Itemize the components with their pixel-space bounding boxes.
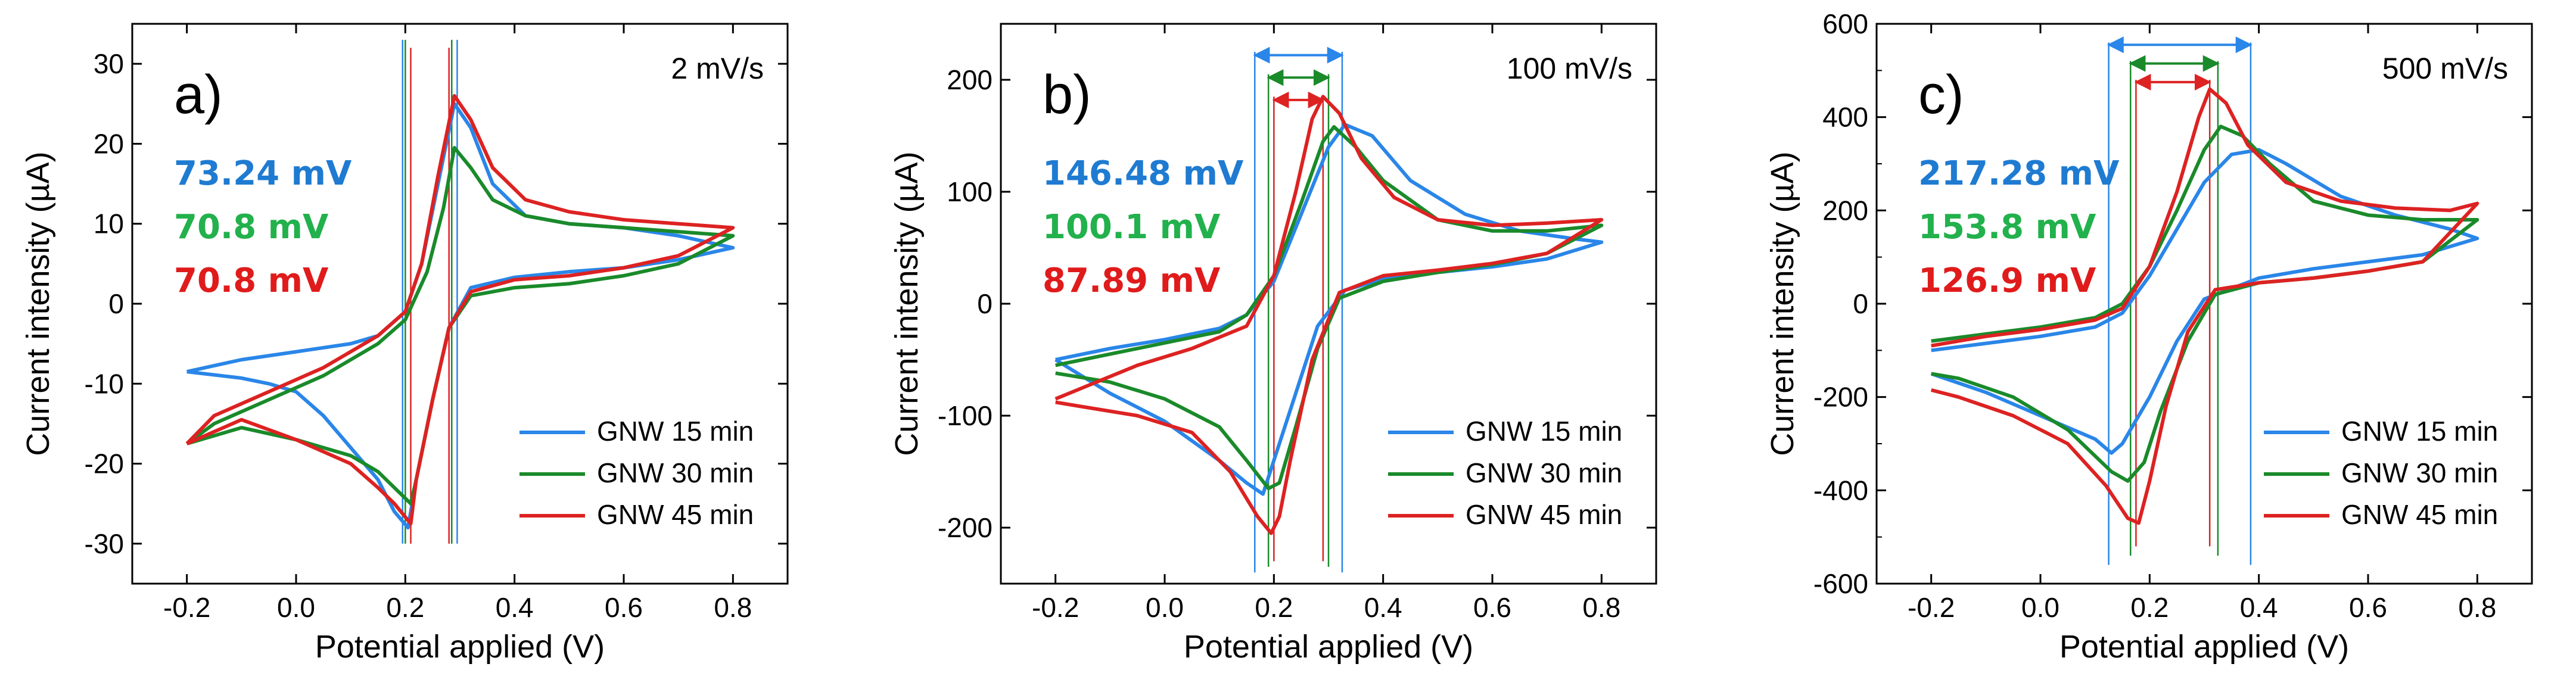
legend-entry-2: GNW 30 min [1466, 457, 1622, 488]
x-tick-label: 0.8 [714, 592, 752, 623]
peak-separation-label-red: 126.9 mV [1918, 261, 2096, 300]
series-1-curve [1930, 148, 2479, 455]
series-3-curve [1054, 95, 1604, 535]
peak-separation-label-green: 100.1 mV [1043, 208, 1221, 247]
y-tick-label: 0 [1853, 288, 1868, 319]
x-tick-label: 0.0 [2021, 592, 2059, 623]
x-tick-label: 0.6 [2349, 592, 2387, 623]
legend-entry-3: GNW 45 min [2341, 499, 2498, 530]
scan-rate-label: 100 mV/s [1507, 52, 1632, 85]
x-tick-label: 0.4 [496, 592, 534, 623]
x-tick-label: 0.8 [1582, 592, 1620, 623]
y-tick-label: -30 [85, 528, 124, 559]
x-tick-label: 0.2 [386, 592, 424, 623]
y-tick-label: -10 [85, 368, 124, 399]
legend-entry-1: GNW 15 min [597, 416, 754, 447]
panel-a: -0.2 0.0 0.2 0.4 0.6 0.8 -30 -20 -10 0 10 20 30 Poten… [20, 23, 789, 665]
scan-rate-label: 2 mV/s [671, 52, 764, 85]
series-3-curve [1930, 87, 2479, 525]
peak-separation-label-green: 70.8 mV [174, 208, 329, 247]
x-tick-label: 0.8 [2458, 592, 2496, 623]
panel-c: -0.2 0.0 0.2 0.4 0.6 0.8 -600 -400 -200 0 200 400 60… [1765, 8, 2533, 665]
y-tick-label: 600 [1822, 8, 1868, 39]
peak-separation-label-green: 153.8 mV [1918, 208, 2096, 247]
peak-separation-label-blue: 146.48 mV [1043, 154, 1244, 193]
peak-separation-label-blue: 217.28 mV [1918, 154, 2120, 193]
y-tick-label: -200 [1813, 382, 1868, 413]
x-axis-label: Potential applied (V) [2059, 629, 2349, 665]
x-tick-label: -0.2 [1908, 592, 1955, 623]
x-tick-label: 0.2 [2130, 592, 2169, 623]
legend-entry-1: GNW 15 min [1466, 416, 1622, 447]
y-axis-label: Current intensity (µA) [20, 151, 56, 456]
x-tick-label: 0.0 [277, 592, 315, 623]
peak-separation-label-red: 70.8 mV [174, 261, 329, 300]
panel-label: b) [1043, 64, 1091, 125]
y-tick-label: -400 [1813, 475, 1868, 506]
panel-label: c) [1918, 64, 1964, 125]
legend-entry-2: GNW 30 min [2341, 457, 2498, 488]
peak-separation-label-red: 87.89 mV [1043, 261, 1221, 300]
panel-label: a) [174, 64, 223, 125]
x-tick-label: 0.6 [1473, 592, 1511, 623]
legend-entry-3: GNW 45 min [1466, 499, 1622, 530]
y-tick-label: 10 [94, 208, 124, 239]
y-axis-label: Current intensity (µA) [889, 151, 925, 456]
y-tick-label: 200 [947, 64, 993, 95]
y-tick-label: -200 [938, 512, 993, 543]
y-tick-label: -600 [1813, 568, 1868, 599]
y-tick-label: 20 [94, 128, 124, 159]
x-axis-label: Potential applied (V) [315, 629, 605, 665]
x-tick-label: 0.4 [1364, 592, 1402, 623]
x-tick-label: 0.6 [605, 592, 643, 623]
y-tick-label: 0 [977, 288, 993, 319]
scan-rate-label: 500 mV/s [2382, 52, 2508, 85]
y-tick-label: -20 [85, 448, 124, 479]
x-tick-label: 0.4 [2240, 592, 2278, 623]
x-tick-label: 0.2 [1255, 592, 1293, 623]
series-2-curve [185, 146, 735, 506]
x-axis-label: Potential applied (V) [1184, 629, 1473, 665]
y-tick-label: 100 [947, 176, 993, 207]
y-tick-label: 30 [94, 48, 124, 79]
y-axis-label: Current intensity (µA) [1765, 151, 1800, 456]
legend-entry-2: GNW 30 min [597, 457, 754, 488]
panel-b: -0.2 0.0 0.2 0.4 0.6 0.8 -200 -100 0 100 200 Potent… [889, 23, 1657, 665]
y-tick-label: 0 [108, 288, 124, 319]
legend-entry-3: GNW 45 min [597, 499, 754, 530]
legend-entry-1: GNW 15 min [2341, 416, 2498, 447]
x-tick-label: -0.2 [1032, 592, 1079, 623]
y-tick-label: 400 [1822, 102, 1868, 133]
y-tick-label: -100 [938, 400, 993, 431]
y-tick-label: 200 [1822, 195, 1868, 226]
peak-separation-label-blue: 73.24 mV [174, 154, 352, 193]
series-3-curve [185, 94, 735, 526]
x-tick-label: -0.2 [163, 592, 210, 623]
x-tick-label: 0.0 [1146, 592, 1184, 623]
